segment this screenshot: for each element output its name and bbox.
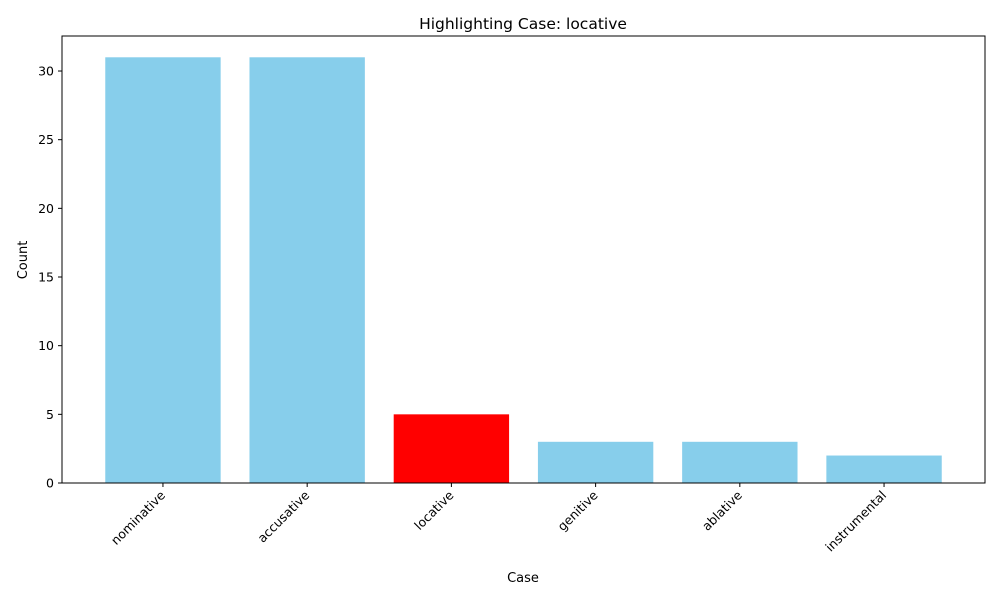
y-tick-label: 10: [38, 338, 54, 353]
bar-instrumental: [826, 455, 942, 483]
y-axis-title: Count: [16, 241, 31, 280]
bar-genitive: [537, 441, 654, 483]
y-tick-label: 20: [38, 201, 54, 216]
bars-group: [105, 57, 942, 483]
x-tick-label: locative: [411, 487, 457, 533]
x-axis: nominative accusative locative genitive abla…: [108, 483, 889, 554]
y-tick-label: 15: [38, 270, 54, 285]
bar-nominative: [105, 57, 221, 483]
bar-accusative: [249, 57, 365, 483]
x-tick-label: instrumental: [822, 488, 889, 555]
y-tick-label: 0: [46, 476, 54, 491]
plot-frame: [61, 35, 986, 484]
x-tick-label: genitive: [554, 487, 601, 534]
x-tick-label: accusative: [254, 487, 312, 545]
y-axis: 0 5 10 15 20 25 30: [38, 64, 62, 491]
y-tick-label: 5: [46, 407, 54, 422]
chart-title: Highlighting Case: locative: [419, 15, 627, 33]
x-tick-label: nominative: [108, 487, 169, 548]
bar-locative: [393, 414, 510, 483]
x-axis-title: Case: [507, 571, 539, 586]
y-tick-label: 25: [38, 132, 54, 147]
y-tick-label: 30: [38, 64, 54, 79]
x-tick-label: ablative: [699, 487, 745, 533]
bar-ablative: [682, 441, 798, 483]
